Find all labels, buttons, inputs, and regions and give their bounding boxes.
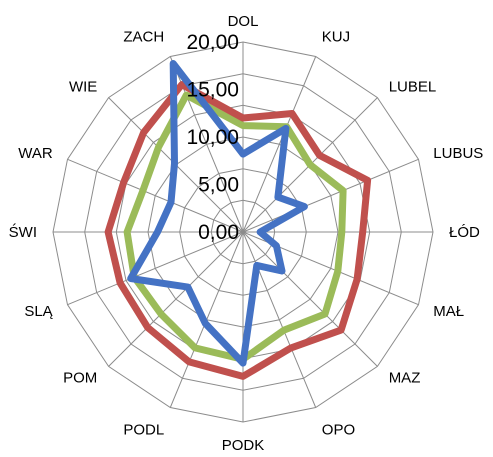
category-label: WIE [69,78,97,95]
series-line-1 [127,60,308,367]
tick-label: 0,00 [198,221,239,244]
category-label: ZACH [123,29,164,46]
category-label: POM [63,370,97,387]
grid-spoke [108,231,244,367]
tick-label: 20,00 [186,31,239,54]
category-label: PODL [123,421,164,438]
category-label: KUJ [322,29,350,46]
value-tick-labels: 0,00 5,00 10,00 15,00 20,00 [186,31,239,244]
category-label: ŁÓD [449,224,480,241]
series-line-2 [104,81,372,380]
grid-spoke [242,231,317,408]
grid-spoke [67,231,244,306]
category-label: MAZ [389,370,421,387]
tick-label: 10,00 [186,126,239,149]
category-labels: DOL KUJ LUBEL LUBUS ŁÓD MAŁ MAZ OPO PODK PODL POM S… [9,13,484,454]
grid-spoke [67,158,244,233]
category-label: WAR [18,145,53,162]
category-label: LUBEL [389,78,437,95]
category-label: OPO [322,421,355,438]
tick-label: 5,00 [198,174,239,197]
category-label: PODK [222,437,265,454]
radar-series [104,60,372,380]
grid-spoke [242,231,378,367]
category-label: ŚWI [9,223,37,241]
category-label: LUBUS [433,145,483,162]
tick-label: 15,00 [186,79,239,102]
category-label: DOL [228,13,259,30]
grid-spoke [242,158,419,233]
category-label: SLĄ [24,303,53,320]
category-label: MAŁ [433,303,464,320]
grid-spoke [242,56,317,233]
